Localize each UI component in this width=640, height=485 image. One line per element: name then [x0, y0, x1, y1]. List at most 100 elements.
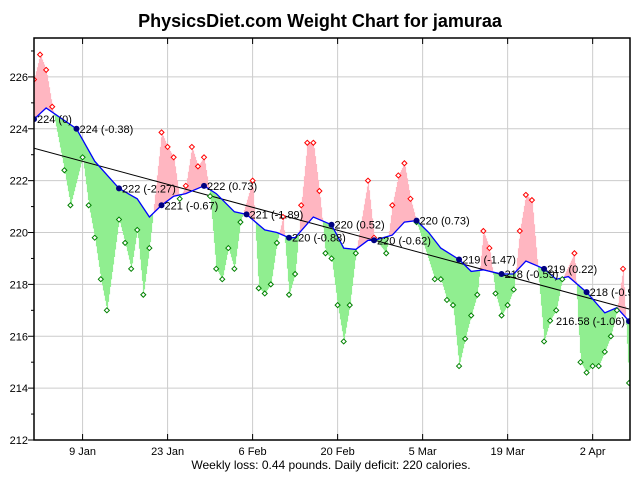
weight-marker — [510, 286, 517, 293]
weight-marker — [158, 129, 165, 136]
weight-marker — [267, 281, 275, 288]
chart-title: PhysicsDiet.com Weight Chart for jamuraa — [138, 11, 503, 31]
weight-marker — [546, 317, 554, 324]
weight-marker — [619, 265, 627, 273]
weight-marker — [498, 312, 505, 319]
y-tick-label: 220 — [10, 228, 28, 240]
weight-marker — [103, 307, 111, 314]
weight-marker — [492, 290, 499, 297]
y-tick-label: 212 — [10, 435, 28, 447]
trend-point — [286, 234, 293, 241]
y-tick-label: 224 — [10, 124, 28, 136]
weight-marker — [625, 379, 630, 387]
weight-marker — [346, 301, 353, 309]
trend-point — [371, 237, 378, 244]
weight-marker — [255, 285, 262, 292]
weight-marker — [504, 301, 511, 309]
weight-marker — [480, 227, 487, 235]
weight-marker — [61, 167, 68, 174]
y-tick-label: 214 — [10, 383, 28, 395]
weight-marker — [528, 196, 536, 204]
weight-marker — [164, 143, 171, 151]
trend-point — [116, 185, 123, 192]
trend-label: 220 (0.52) — [335, 220, 385, 232]
weight-marker — [170, 154, 177, 161]
weight-marker — [364, 177, 372, 184]
trend-label: 218 (-0.59) — [505, 269, 559, 281]
trend-label: 224 (0) — [37, 114, 72, 126]
trend-point — [413, 217, 420, 224]
y-tick-label: 218 — [10, 279, 28, 291]
weight-marker — [273, 239, 281, 247]
weight-marker — [407, 195, 414, 203]
plot-frame — [33, 37, 631, 441]
trend-label: 221 (-1.89) — [250, 209, 304, 221]
y-tick-label: 216 — [10, 331, 28, 343]
weight-marker — [437, 275, 445, 283]
weight-marker — [212, 265, 220, 273]
trend-point — [498, 271, 505, 278]
weight-marker — [328, 255, 335, 262]
chart-footer: Weekly loss: 0.44 pounds. Daily deficit:… — [191, 458, 470, 472]
weight-marker — [304, 139, 311, 146]
weight-marker — [571, 250, 578, 257]
weight-marker — [455, 362, 463, 370]
trend-label: 224 (-0.38) — [80, 124, 134, 136]
x-tick-label: 23 Jan — [151, 446, 184, 458]
weight-marker — [607, 333, 615, 340]
trend-label: 222 (-2.27) — [122, 183, 176, 195]
weight-marker — [85, 202, 92, 209]
weight-marker — [79, 154, 86, 161]
weight-marker — [188, 143, 196, 151]
trend-label: 222 (0.73) — [207, 181, 257, 193]
weight-marker — [42, 66, 50, 74]
weight-marker — [97, 275, 105, 283]
weight-marker — [115, 216, 123, 223]
weight-marker — [231, 265, 238, 273]
x-tick-label: 19 Mar — [491, 446, 526, 458]
trend-point — [583, 289, 590, 296]
weight-marker — [127, 265, 135, 273]
trend-label: 218 (-0.9 — [590, 287, 634, 299]
trend-point — [201, 182, 208, 189]
trend-point — [456, 256, 463, 263]
weight-marker — [583, 369, 590, 376]
weight-marker — [389, 202, 396, 209]
trend-point — [328, 221, 335, 228]
weight-marker — [134, 226, 141, 234]
weight-marker — [279, 213, 287, 221]
weight-marker — [91, 234, 98, 241]
weight-marker — [182, 182, 190, 190]
weight-marker — [340, 338, 347, 345]
weight-marker — [474, 291, 481, 298]
trend-point — [158, 202, 165, 209]
weight-marker — [540, 338, 548, 345]
weight-marker — [322, 250, 329, 257]
weight-marker — [194, 163, 202, 170]
weight-marker — [382, 250, 390, 257]
trend-labels: 224 (0) 224 (-0.38) 222 (-2.27) 221 (-0.67)… — [34, 114, 634, 328]
deviation-fills — [34, 54, 630, 383]
trend-point — [626, 318, 630, 325]
weight-marker — [449, 301, 457, 309]
trend-label: 221 (-0.67) — [165, 200, 219, 212]
weight-marker — [522, 191, 530, 199]
weight-marker — [516, 227, 523, 235]
weight-marker — [49, 103, 56, 110]
regression-line — [34, 147, 630, 310]
weight-marker — [200, 154, 208, 161]
weight-marker — [461, 335, 469, 343]
weight-marker — [36, 51, 44, 58]
weight-marker — [431, 275, 438, 283]
weight-marker — [121, 239, 129, 247]
weight-marker — [595, 362, 602, 370]
trend-label: 220 (-0.88) — [292, 233, 346, 245]
weight-marker — [249, 177, 256, 184]
below-trend-fill — [53, 113, 630, 383]
y-tick-label: 222 — [10, 176, 28, 188]
trend-point — [243, 211, 250, 218]
trend-label: 220 (-0.62) — [377, 235, 431, 247]
weight-marker — [67, 202, 74, 209]
x-tick-label: 20 Feb — [320, 446, 354, 458]
weight-marker — [261, 290, 268, 297]
